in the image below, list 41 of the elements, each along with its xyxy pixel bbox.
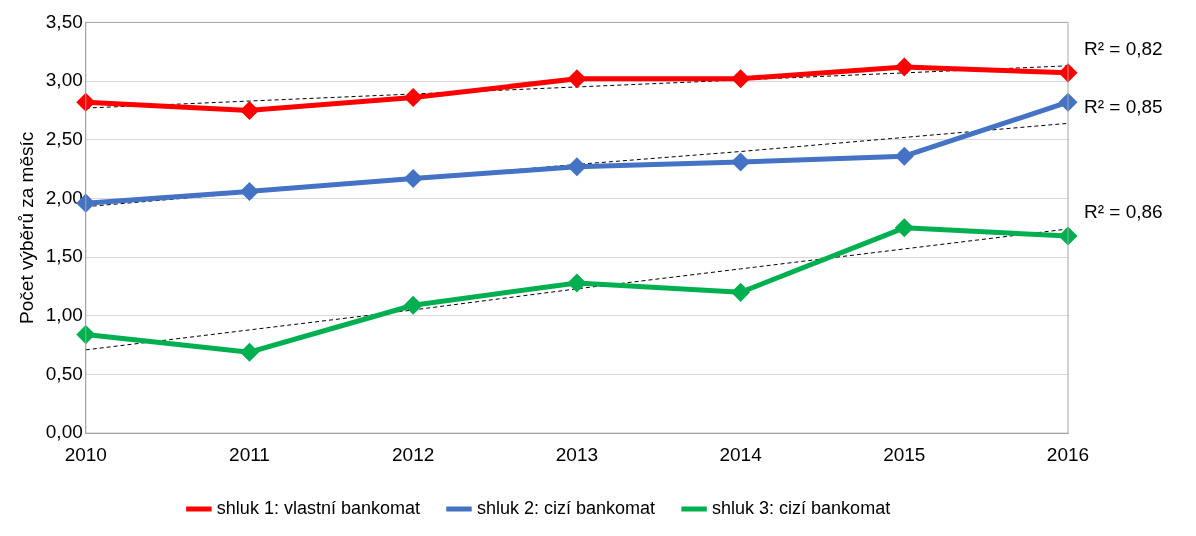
- x-tick-label: 2013: [555, 443, 599, 465]
- y-axis-title: Počet výběrů za měsíc: [15, 131, 37, 324]
- y-tick-label: 3,50: [45, 10, 83, 32]
- point: [404, 296, 422, 314]
- point: [1059, 64, 1077, 82]
- point: [895, 147, 913, 165]
- point: [895, 219, 913, 237]
- text: R² = 0,86: [1084, 201, 1163, 223]
- y-tick-label: 1,00: [45, 304, 83, 326]
- y-tick-label: 0,50: [45, 362, 83, 384]
- x-tick-label: 2015: [883, 443, 926, 465]
- point: [1059, 93, 1077, 111]
- legend-label: shluk 2: cizí bankomat: [476, 497, 656, 518]
- legend-label: shluk 1: vlastní bankomat: [216, 497, 420, 518]
- y-tick-label: 1,50: [45, 245, 83, 267]
- text: R² = 0,82: [1084, 38, 1163, 60]
- x-tick-label: 2010: [64, 443, 107, 465]
- point: [732, 283, 750, 301]
- y-tick-label: 0,00: [45, 421, 83, 443]
- point: [404, 170, 422, 187]
- x-tick-label: 2012: [392, 443, 435, 465]
- point: [404, 89, 422, 107]
- point: [77, 93, 95, 111]
- y-tick-label: 3,00: [45, 69, 83, 91]
- point: [568, 274, 586, 292]
- text: R² = 0,85: [1084, 95, 1163, 117]
- x-tick-label: 2014: [719, 443, 763, 465]
- x-tick-label: 2011: [229, 443, 270, 465]
- point: [1059, 227, 1077, 245]
- point: [240, 343, 258, 361]
- point: [732, 153, 750, 171]
- point: [732, 70, 750, 88]
- point: [77, 326, 95, 344]
- x-tick-label: 2016: [1046, 443, 1090, 465]
- point: [568, 70, 586, 88]
- point: [568, 158, 586, 176]
- point: [895, 58, 913, 76]
- y-tick-label: 2,50: [45, 128, 83, 150]
- point: [240, 101, 258, 119]
- point: [240, 182, 258, 200]
- legend-label: shluk 3: cizí bankomat: [712, 497, 891, 518]
